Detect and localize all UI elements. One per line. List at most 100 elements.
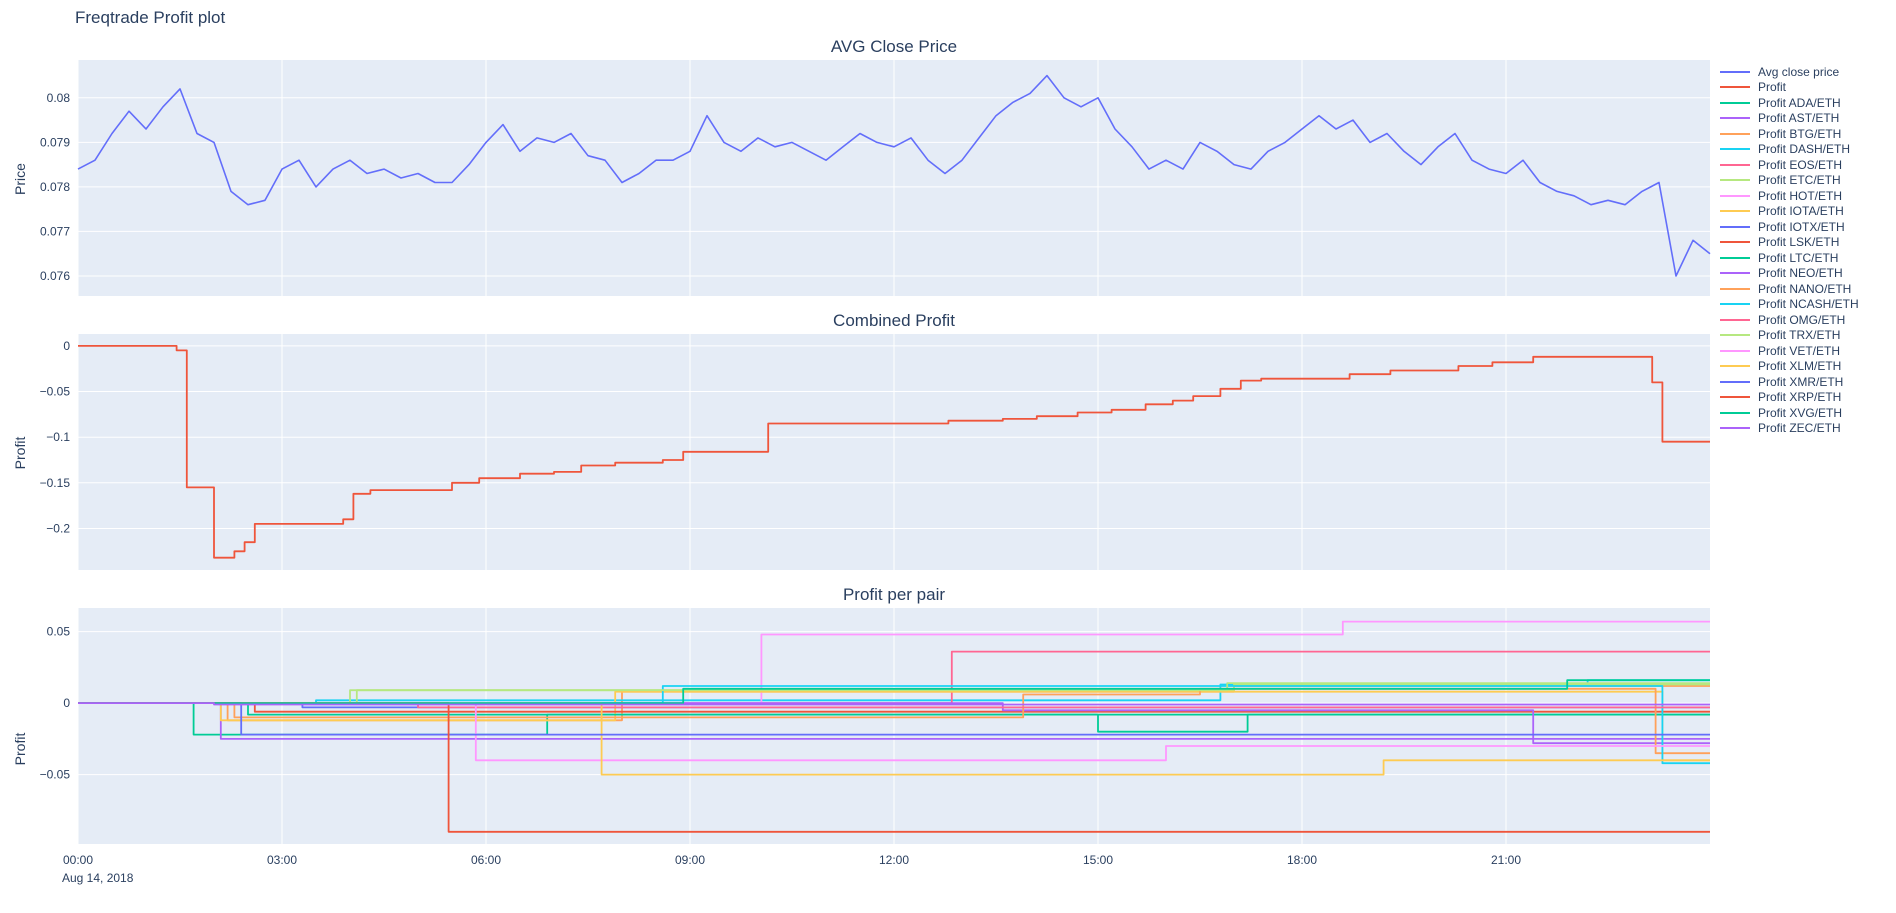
legend-label: Avg close price <box>1758 64 1840 79</box>
y-tick-label: 0.077 <box>40 224 70 238</box>
x-tick-label: 12:00 <box>879 853 909 867</box>
plot-layout: AVG Close Price Price 0.076 0.077 0.078 0.0… <box>0 34 1896 900</box>
x-tick-label: 03:00 <box>267 853 297 867</box>
legend-swatch <box>1720 225 1750 228</box>
legend-swatch <box>1720 349 1750 352</box>
legend-item[interactable]: Profit LSK/ETH <box>1720 235 1896 251</box>
page-title: Freqtrade Profit plot <box>75 8 226 27</box>
legend-item[interactable]: Profit XRP/ETH <box>1720 390 1896 406</box>
series-profit-xvg-eth <box>78 679 1710 704</box>
legend-label: Profit NEO/ETH <box>1758 266 1843 281</box>
y-tick-label: 0 <box>63 696 70 710</box>
x-tick-label: 15:00 <box>1083 853 1113 867</box>
legend-item[interactable]: Profit BTG/ETH <box>1720 126 1896 142</box>
legend-label: Profit NCASH/ETH <box>1758 297 1859 312</box>
legend-swatch <box>1720 163 1750 166</box>
subplot-canvas-avg-close-price[interactable]: 0.076 0.077 0.078 0.079 0.08 <box>0 60 1720 298</box>
legend-item[interactable]: Profit XVG/ETH <box>1720 405 1896 421</box>
subplot-title-combined-profit: Combined Profit <box>833 311 955 330</box>
legend-swatch <box>1720 256 1750 259</box>
legend-item[interactable]: Profit XMR/ETH <box>1720 374 1896 390</box>
legend-label: Profit <box>1758 80 1787 95</box>
legend-item[interactable]: Profit HOT/ETH <box>1720 188 1896 204</box>
legend-label: Profit IOTA/ETH <box>1758 204 1844 219</box>
series-avg-close-price <box>77 74 1711 277</box>
legend-item[interactable]: Profit IOTA/ETH <box>1720 204 1896 220</box>
subplot-canvas-profit-per-pair[interactable]: 0.05 0 −0.05 00:00 03:00 06:00 09:00 12:00 15:00… <box>0 608 1720 890</box>
legend-item[interactable]: Profit IOTX/ETH <box>1720 219 1896 235</box>
plot-wrap-3: Profit 0.05 0 −0.05 00:00 03:00 06:00 09:00 12:… <box>0 608 1720 890</box>
legend-item[interactable]: Profit NEO/ETH <box>1720 266 1896 282</box>
series-profit-neo-eth <box>78 702 1710 745</box>
legend-swatch <box>1720 303 1750 306</box>
series-profit <box>78 345 1710 559</box>
legend-label: Profit BTG/ETH <box>1758 126 1842 141</box>
series-profit-zec-eth <box>78 702 1710 706</box>
legend-swatch <box>1720 179 1750 182</box>
subplot-title-profit-per-pair: Profit per pair <box>842 585 946 604</box>
legend-swatch <box>1720 427 1750 430</box>
legend-label: Profit XVG/ETH <box>1758 405 1843 420</box>
legend-label: Profit IOTX/ETH <box>1758 219 1845 234</box>
legend-swatch <box>1720 86 1750 89</box>
legend-label: Profit XLM/ETH <box>1758 359 1842 374</box>
y-tick-label: −0.05 <box>40 385 71 399</box>
x-tick-label: 09:00 <box>675 853 705 867</box>
plot-wrap-2: Profit 0 −0.05 −0.1 −0.15 −0.2 <box>0 334 1720 572</box>
legend-item[interactable]: Profit NANO/ETH <box>1720 281 1896 297</box>
legend-label: Profit HOT/ETH <box>1758 188 1843 203</box>
x-tick-label: 00:00 <box>63 853 93 867</box>
legend-swatch <box>1720 272 1750 275</box>
legend-label: Profit DASH/ETH <box>1758 142 1851 157</box>
legend-item[interactable]: Profit ZEC/ETH <box>1720 421 1896 437</box>
legend-item[interactable]: Profit ADA/ETH <box>1720 95 1896 111</box>
legend-item[interactable]: Avg close price <box>1720 64 1896 80</box>
legend-swatch <box>1720 334 1750 337</box>
legend-label: Profit VET/ETH <box>1758 343 1841 358</box>
legend-item[interactable]: Profit DASH/ETH <box>1720 142 1896 158</box>
subplot-title-avg-close-price: AVG Close Price <box>830 37 958 56</box>
y-axis-title-profit-pairs: Profit <box>12 732 28 766</box>
series-profit-nano-eth <box>78 687 1710 755</box>
subplot-profit-per-pair: Profit per pair Profit 0.05 0 −0.05 00:00 03… <box>0 582 1720 890</box>
y-axis-title-price: Price <box>12 163 28 195</box>
page-header: Freqtrade Profit plot <box>0 0 1896 34</box>
legend-label: Profit XMR/ETH <box>1758 374 1844 389</box>
subplot-combined-profit: Combined Profit Profit 0 −0.05 −0.1 −0.15 −0… <box>0 308 1720 572</box>
legend-item[interactable]: Profit TRX/ETH <box>1720 328 1896 344</box>
legend-label: Profit LSK/ETH <box>1758 235 1840 250</box>
legend-swatch <box>1720 241 1750 244</box>
x-tick-label: 06:00 <box>471 853 501 867</box>
y-tick-label: 0.08 <box>47 91 71 105</box>
legend-item[interactable]: Profit LTC/ETH <box>1720 250 1896 266</box>
legend-swatch <box>1720 318 1750 321</box>
legend-label: Profit LTC/ETH <box>1758 250 1839 265</box>
legend-item[interactable]: Profit OMG/ETH <box>1720 312 1896 328</box>
legend-label: Profit ZEC/ETH <box>1758 421 1841 436</box>
legend-swatch <box>1720 411 1750 414</box>
legend-label: Profit AST/ETH <box>1758 111 1840 126</box>
y-tick-label: 0.05 <box>47 625 71 639</box>
legend-item[interactable]: Profit ETC/ETH <box>1720 173 1896 189</box>
legend-item[interactable]: Profit EOS/ETH <box>1720 157 1896 173</box>
y-tick-label: 0 <box>63 339 70 353</box>
legend-label: Profit OMG/ETH <box>1758 312 1846 327</box>
legend-swatch <box>1720 148 1750 151</box>
legend-label: Profit ADA/ETH <box>1758 95 1841 110</box>
legend-swatch <box>1720 287 1750 290</box>
legend-item[interactable]: Profit NCASH/ETH <box>1720 297 1896 313</box>
legend-label: Profit TRX/ETH <box>1758 328 1841 343</box>
legend-label: Profit EOS/ETH <box>1758 157 1843 172</box>
y-tick-label: 0.076 <box>40 269 70 283</box>
legend-swatch <box>1720 396 1750 399</box>
legend-item[interactable]: Profit <box>1720 80 1896 96</box>
legend-swatch <box>1720 132 1750 135</box>
legend-item[interactable]: Profit XLM/ETH <box>1720 359 1896 375</box>
legend-item[interactable]: Profit VET/ETH <box>1720 343 1896 359</box>
legend-swatch <box>1720 70 1750 73</box>
plot-wrap-1: Price 0.076 0.077 0.078 0.079 0.08 <box>0 60 1720 298</box>
subplot-canvas-combined-profit[interactable]: 0 −0.05 −0.1 −0.15 −0.2 <box>0 334 1720 572</box>
legend-swatch <box>1720 101 1750 104</box>
legend-item[interactable]: Profit AST/ETH <box>1720 111 1896 127</box>
legend: Avg close price Profit Profit ADA/ETH Profi… <box>1720 34 1896 900</box>
